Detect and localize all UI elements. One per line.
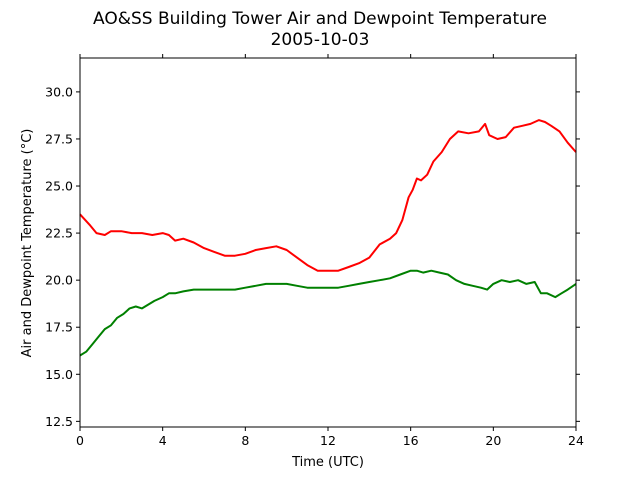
y-tick-label: 17.5 xyxy=(45,320,73,335)
y-tick-label: 22.5 xyxy=(45,226,73,241)
series-line-2 xyxy=(79,269,577,357)
y-tick-label: 27.5 xyxy=(45,131,73,146)
y-axis-label: Air and Dewpoint Temperature (°C) xyxy=(20,129,35,358)
x-axis-label: Time (UTC) xyxy=(291,455,364,470)
chart-subtitle: 2005-10-03 xyxy=(271,30,370,50)
series-line-1 xyxy=(79,119,577,272)
plot-frame xyxy=(79,57,577,428)
ticks-layer: 0 4 8 12 16 20 24 12.5 15.0 17.5 20.0 22.5 25.0 27.5 3… xyxy=(45,54,584,448)
x-tick-label: 0 xyxy=(76,433,84,448)
x-tick-label: 24 xyxy=(568,433,584,448)
series-layer xyxy=(79,119,577,357)
x-tick-label: 8 xyxy=(241,433,249,448)
x-tick-label: 12 xyxy=(320,433,336,448)
x-tick-label: 16 xyxy=(403,433,419,448)
chart-title: AO&SS Building Tower Air and Dewpoint Te… xyxy=(93,9,547,29)
y-tick-label: 20.0 xyxy=(45,273,73,288)
y-tick-label: 12.5 xyxy=(45,414,73,429)
y-tick-label: 15.0 xyxy=(45,367,73,382)
x-tick-label: 4 xyxy=(159,433,167,448)
y-tick-label: 30.0 xyxy=(45,84,73,99)
x-tick-label: 20 xyxy=(485,433,501,448)
y-tick-label: 25.0 xyxy=(45,179,73,194)
